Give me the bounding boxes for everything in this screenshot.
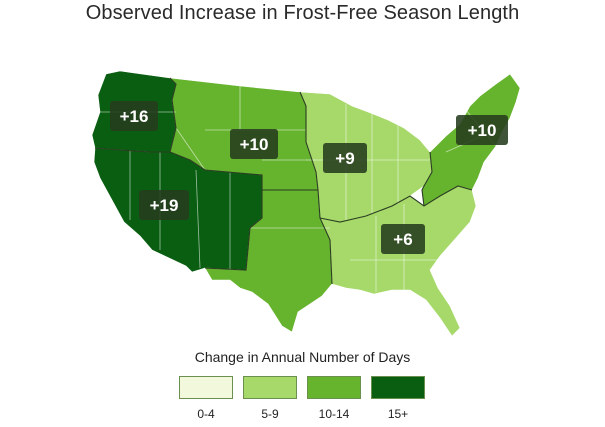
legend-label: 10-14 xyxy=(318,407,350,421)
legend-item-5-9: 5-9 xyxy=(242,376,298,421)
legend-item-15-plus: 15+ xyxy=(370,376,426,421)
svg-text:+9: +9 xyxy=(335,149,354,168)
svg-text:+6: +6 xyxy=(393,230,412,249)
label-great-plains-north: +10 xyxy=(230,129,278,159)
legend-item-0-4: 0-4 xyxy=(178,376,234,421)
legend-swatch xyxy=(307,376,361,399)
legend-swatch xyxy=(243,376,297,399)
label-northeast: +10 xyxy=(456,115,508,145)
legend-swatch xyxy=(179,376,233,399)
label-northwest: +16 xyxy=(110,101,158,131)
region-borders xyxy=(94,77,473,285)
svg-text:+10: +10 xyxy=(240,135,269,154)
legend-label: 0-4 xyxy=(197,407,215,421)
label-midwest: +9 xyxy=(323,143,367,173)
legend: 0-4 5-9 10-14 15+ xyxy=(178,376,428,426)
state-borders xyxy=(100,86,501,292)
region-labels: +16 +10 +9 +10 +19 +6 xyxy=(110,101,508,254)
svg-text:+10: +10 xyxy=(468,121,497,140)
legend-swatch xyxy=(371,376,425,399)
label-southwest: +19 xyxy=(139,190,189,220)
svg-text:+16: +16 xyxy=(120,107,149,126)
legend-label: 5-9 xyxy=(261,407,279,421)
label-southeast: +6 xyxy=(381,224,425,254)
legend-title: Change in Annual Number of Days xyxy=(194,349,411,365)
legend-label: 15+ xyxy=(387,407,409,421)
map-title: Observed Increase in Frost-Free Season L… xyxy=(85,2,520,24)
legend-item-10-14: 10-14 xyxy=(306,376,362,421)
svg-text:+19: +19 xyxy=(150,196,179,215)
